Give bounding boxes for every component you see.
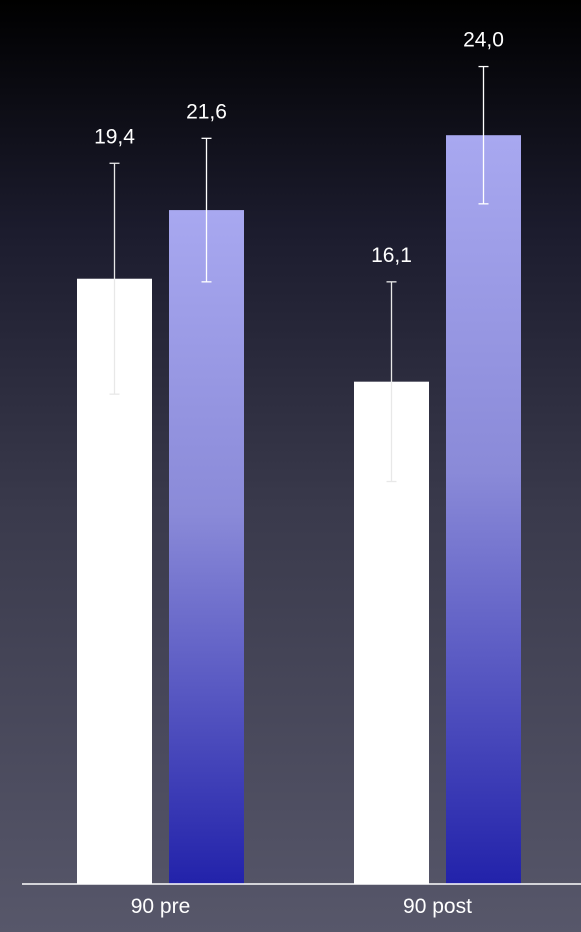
value-label-2-series-1: 16,1 — [371, 244, 412, 267]
x-tick-labels-group: 90 pre 90 post — [131, 895, 472, 918]
value-label-1-series-1: 19,4 — [94, 125, 135, 148]
bar-1-series-2 — [169, 210, 244, 884]
error-bar-1-series-1 — [109, 162, 120, 395]
value-label-1-series-2: 21,6 — [186, 100, 227, 123]
error-bar-2-series-1 — [386, 281, 397, 483]
error-bar-1-series-2 — [201, 137, 212, 283]
x-tick-label-2: 90 post — [403, 895, 472, 918]
value-label-2-series-2: 24,0 — [463, 29, 504, 52]
error-bar-2-series-2 — [478, 65, 489, 205]
bar-2-series-2 — [446, 135, 521, 884]
x-tick-label-1: 90 pre — [131, 895, 191, 918]
error-bars-group — [109, 65, 489, 483]
value-labels-group: 19,4 21,6 16,1 24,0 — [94, 29, 504, 267]
bars-group — [77, 135, 521, 885]
